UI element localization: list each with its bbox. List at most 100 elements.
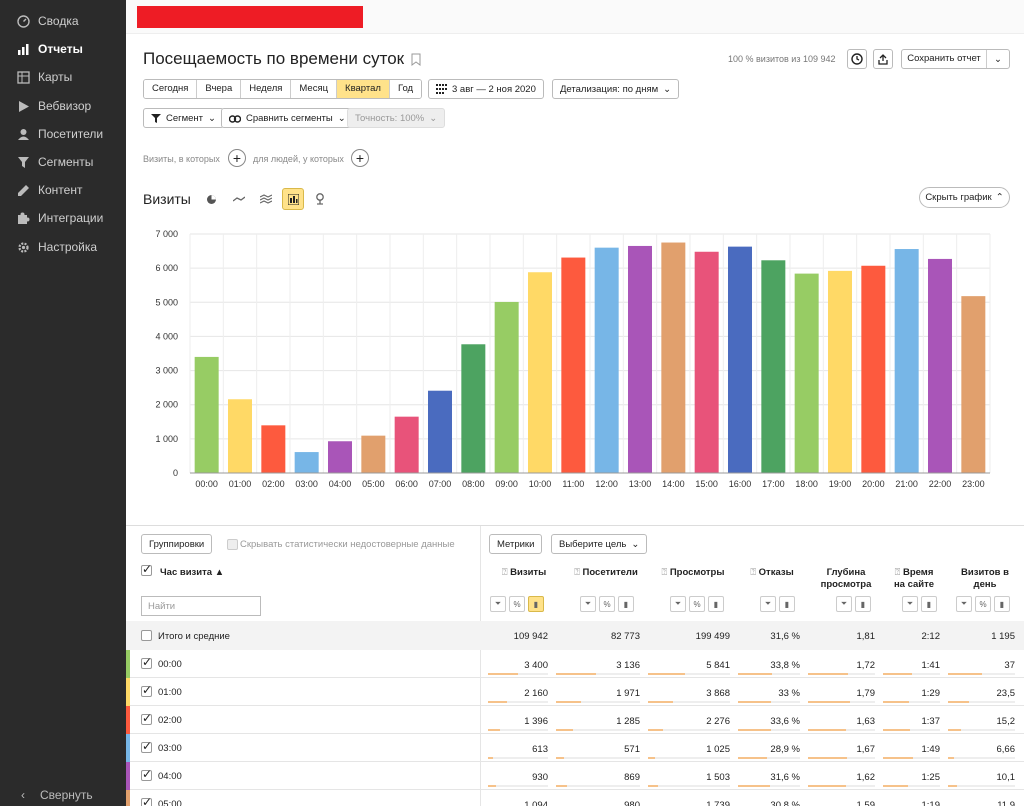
row-hour-label[interactable]: 05:00 (158, 799, 182, 806)
period-month[interactable]: Месяц (291, 80, 338, 98)
percent-icon[interactable]: % (689, 596, 705, 612)
column-header[interactable]: Глубина просмотра (806, 567, 886, 591)
filter-icon[interactable]: ⏷ (670, 596, 686, 612)
metrics-button[interactable]: Метрики (489, 534, 543, 554)
row-checkbox[interactable] (141, 739, 152, 753)
chevron-down-icon[interactable]: ⌄ (994, 53, 1002, 65)
bar-0300[interactable] (294, 452, 319, 473)
segment-dropdown[interactable]: Сегмент ⌄ (143, 108, 224, 128)
accuracy-dropdown[interactable]: Точность: 100% ⌄ (347, 108, 446, 128)
bar-0400[interactable] (328, 441, 352, 473)
percent-icon[interactable]: % (975, 596, 991, 612)
sidebar-item-webvisor[interactable]: Вебвизор (0, 95, 126, 117)
column-header[interactable]: Визитов в день (945, 567, 1024, 591)
bar-0900[interactable] (494, 301, 519, 473)
bar-0800[interactable] (461, 344, 486, 473)
help-icon[interactable]: ⍰ (501, 567, 511, 578)
filter-icon[interactable]: ⏷ (490, 596, 506, 612)
history-button[interactable] (847, 49, 867, 69)
bar-chart-icon[interactable]: ▮ (618, 596, 634, 612)
bar-chart-icon[interactable]: ▮ (855, 596, 871, 612)
bar-1300[interactable] (628, 245, 652, 473)
bar-0100[interactable] (228, 399, 252, 473)
groupings-button[interactable]: Группировки (141, 534, 213, 554)
bar-1500[interactable] (694, 251, 719, 473)
sidebar-item-visitors[interactable]: Посетители (0, 123, 126, 145)
bar-1100[interactable] (561, 257, 586, 473)
totals-checkbox[interactable] (141, 630, 152, 641)
bar-2100[interactable] (894, 249, 919, 473)
column-header[interactable]: ⍰ Время на сайте (874, 567, 954, 591)
row-checkbox[interactable] (141, 767, 152, 781)
bar-chart-type-button[interactable] (282, 188, 304, 210)
bar-chart-icon[interactable]: ▮ (921, 596, 937, 612)
bar-0600[interactable] (394, 416, 419, 473)
help-icon[interactable]: ⍰ (661, 567, 670, 578)
percent-icon[interactable]: % (509, 596, 525, 612)
bar-chart-icon[interactable]: ▮ (528, 596, 544, 612)
bar-0500[interactable] (361, 435, 386, 473)
goal-dropdown[interactable]: Выберите цель ⌄ (551, 534, 648, 554)
pie-chart-type-button[interactable] (200, 188, 222, 210)
bar-1900[interactable] (828, 270, 852, 473)
date-range-button[interactable]: 3 авг — 2 ноя 2020 (428, 79, 544, 99)
row-checkbox[interactable] (141, 711, 152, 725)
bar-chart-icon[interactable]: ▮ (779, 596, 795, 612)
filter-icon[interactable]: ⏷ (580, 596, 596, 612)
sidebar-item-integrations[interactable]: Интеграции (0, 207, 126, 229)
hour-column-header[interactable]: Час визита ▲ (160, 567, 224, 578)
filter-icon[interactable]: ⏷ (836, 596, 852, 612)
row-hour-label[interactable]: 00:00 (158, 659, 182, 670)
add-visit-condition-button[interactable]: + (228, 149, 246, 167)
bar-1600[interactable] (728, 246, 752, 473)
area-chart-type-button[interactable] (255, 188, 277, 210)
sidebar-item-summary[interactable]: Сводка (0, 10, 126, 32)
bookmark-icon[interactable] (411, 53, 421, 66)
bar-0000[interactable] (194, 356, 219, 473)
detail-dropdown[interactable]: Детализация: по дням ⌄ (552, 79, 680, 99)
period-quarter[interactable]: Квартал (337, 80, 390, 98)
sidebar-item-segments[interactable]: Сегменты (0, 151, 126, 173)
bar-chart-icon[interactable]: ▮ (708, 596, 724, 612)
search-input[interactable] (141, 596, 261, 616)
row-hour-label[interactable]: 01:00 (158, 687, 182, 698)
bar-1800[interactable] (794, 273, 819, 473)
help-icon[interactable]: ⍰ (750, 567, 759, 578)
row-hour-label[interactable]: 04:00 (158, 771, 182, 782)
row-checkbox[interactable] (141, 655, 152, 669)
bar-1000[interactable] (528, 272, 552, 473)
row-checkbox[interactable] (141, 795, 152, 806)
add-people-condition-button[interactable]: + (351, 149, 369, 167)
bar-2300[interactable] (961, 296, 986, 473)
sidebar-item-maps[interactable]: Карты (0, 66, 126, 88)
row-hour-label[interactable]: 02:00 (158, 715, 182, 726)
row-hour-label[interactable]: 03:00 (158, 743, 182, 754)
bar-0200[interactable] (261, 425, 286, 473)
period-week[interactable]: Неделя (241, 80, 292, 98)
bar-1400[interactable] (661, 242, 686, 473)
compare-segments-dropdown[interactable]: Сравнить сегменты ⌄ (221, 108, 354, 128)
column-header[interactable]: ⍰ Отказы (732, 567, 812, 579)
bar-chart-icon[interactable]: ▮ (994, 596, 1010, 612)
sidebar-item-reports[interactable]: Отчеты (0, 38, 126, 60)
period-today[interactable]: Сегодня (144, 80, 198, 98)
bar-2000[interactable] (861, 265, 886, 473)
bar-1200[interactable] (594, 247, 619, 473)
bar-0700[interactable] (428, 390, 452, 473)
period-yesterday[interactable]: Вчера (197, 80, 242, 98)
sidebar-item-settings[interactable]: Настройка (0, 236, 126, 258)
filter-icon[interactable]: ⏷ (760, 596, 776, 612)
select-all-checkbox[interactable] (141, 562, 152, 576)
column-header[interactable]: ⍰ Посетители (566, 567, 646, 579)
sidebar-item-content[interactable]: Контент (0, 179, 126, 201)
bar-2200[interactable] (928, 258, 952, 473)
filter-icon[interactable]: ⏷ (956, 596, 972, 612)
sidebar-collapse-button[interactable]: ‹ Свернуть (16, 788, 93, 802)
line-chart-type-button[interactable] (228, 188, 250, 210)
row-checkbox[interactable] (141, 683, 152, 697)
bar-1700[interactable] (761, 260, 786, 473)
hide-unreliable-checkbox[interactable] (227, 539, 238, 550)
export-button[interactable] (873, 49, 893, 69)
map-chart-type-button[interactable] (309, 188, 331, 210)
save-report-button[interactable]: Сохранить отчет ⌄ (901, 49, 1010, 69)
